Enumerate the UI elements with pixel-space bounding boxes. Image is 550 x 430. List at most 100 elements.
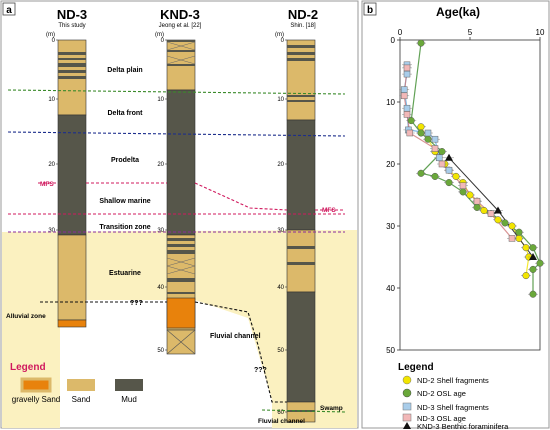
point-s0-14 (522, 272, 530, 280)
panel-a-frame (0, 0, 359, 429)
svg-text:0: 0 (52, 38, 56, 44)
panel-b-legend: Legend ND-2 Shell fragments ND-2 OSL age… (398, 362, 509, 430)
legend-marker-nd2-shell (402, 375, 412, 385)
point-s1-1 (407, 117, 415, 125)
core-nd3-title: ND-3 (57, 7, 87, 22)
legend-marker-nd3-shell (402, 402, 412, 411)
legend-nd2-shell: ND-2 Shell fragments (417, 376, 489, 385)
point-s1-13 (529, 244, 537, 252)
point-s1-11 (501, 219, 509, 227)
core-knd3-title: KND-3 (160, 7, 200, 22)
y-tick-label-0: 0 (391, 36, 396, 45)
svg-text:40: 40 (277, 285, 284, 291)
legend-marker-nd3-osl (402, 413, 412, 422)
core-nd2-source: Shin. [18] (290, 23, 316, 29)
point-s1-5 (417, 169, 425, 177)
panel-a-label-box (2, 2, 16, 16)
legend-marker-knd3-foram (403, 422, 411, 429)
svg-text:30: 30 (48, 228, 55, 234)
point-s3-3 (406, 129, 414, 137)
lower-shade (2, 300, 60, 428)
point-s3-9 (508, 235, 516, 242)
point-s0-4 (452, 172, 460, 180)
panel-a-label: a (6, 5, 12, 16)
estuarine-shade (2, 230, 357, 428)
depth-unit-knd3: (m) (155, 32, 164, 38)
legend-nd3-osl: ND-3 OSL age (417, 414, 466, 423)
point-s2-8 (445, 166, 453, 174)
legend-label-mud: Mud (121, 395, 137, 404)
legend-nd3-shell: ND-3 Shell fragments (417, 403, 489, 412)
legend-swatch-sand (67, 379, 95, 391)
plot-area: 0 5 10 0 10 20 30 40 50 (386, 28, 545, 355)
core-nd2-title: ND-2 (288, 7, 318, 22)
point-s1-8 (459, 188, 467, 196)
point-s2-7 (435, 154, 443, 162)
svg-text:30: 30 (277, 228, 284, 234)
svg-text:0: 0 (281, 38, 285, 44)
correlation-lines (7, 89, 346, 413)
alluvial-zone-label: Alluvial zone (6, 313, 46, 320)
point-s0-6 (466, 191, 474, 199)
y-tick-label-2: 20 (386, 160, 395, 169)
point-s1-0 (417, 39, 425, 47)
svg-text:50: 50 (277, 348, 284, 354)
svg-text:10: 10 (277, 97, 284, 103)
core-nd3-column: (m) 0 10 20 30 (46, 32, 87, 328)
point-s0-10 (508, 222, 516, 230)
point-s0-0 (417, 123, 425, 131)
point-s3-2 (403, 111, 411, 118)
svg-text:50: 50 (157, 348, 164, 354)
zone-delta-plain: Delta plain (107, 67, 142, 74)
point-s3-5 (438, 160, 446, 168)
svg-text:20: 20 (157, 162, 164, 168)
point-s2-5 (424, 129, 432, 137)
zone-transition: Transition zone (99, 224, 150, 231)
legend-knd3-foram: KND-3 Benthic foraminifera (417, 422, 509, 430)
point-s3-6 (459, 182, 467, 189)
zone-delta-front: Delta front (108, 110, 144, 117)
core-nd3-source: This study (58, 23, 85, 29)
point-s2-3 (403, 104, 411, 112)
point-s2-1 (403, 70, 411, 78)
unknown-label-2: ??? (254, 367, 267, 374)
point-s1-6 (431, 172, 439, 180)
y-tick-label-1: 10 (386, 98, 395, 107)
point-s3-1 (400, 92, 408, 100)
zone-prodelta: Prodelta (111, 157, 139, 164)
legend-swatch-gravelly-sand (20, 377, 52, 393)
point-s0-9 (494, 216, 502, 224)
point-s2-2 (400, 86, 408, 93)
point-s1-16 (529, 290, 537, 298)
mfs-left-label: MFS (40, 181, 54, 188)
legend-title: Legend (10, 362, 46, 373)
point-s1-15 (529, 265, 537, 273)
point-s1-12 (515, 228, 523, 236)
y-tick-label-3: 30 (386, 222, 395, 231)
legend-swatch-mud (115, 379, 143, 391)
series-line-4 (448, 157, 534, 258)
x-tick-label-0: 0 (398, 28, 403, 37)
fluvial-channel-label-1: Fluvial channel (210, 333, 261, 340)
point-s1-14 (536, 259, 544, 267)
panel-a: a ND-3 This study KND-3 Jeong et al. [22… (2, 2, 357, 428)
fluvial-channel-label-2: Fluvial channel (258, 418, 305, 425)
svg-text:60: 60 (277, 410, 284, 416)
svg-text:0: 0 (161, 38, 165, 44)
panel-b-label-box (363, 2, 377, 16)
point-s4-2 (529, 253, 537, 260)
unknown-label-1: ??? (130, 300, 143, 307)
point-s1-7 (445, 179, 453, 187)
point-s1-9 (473, 203, 481, 211)
panel-a-legend: Legend gravelly Sand Sand Mud (10, 362, 143, 404)
depth-unit-nd2: (m) (275, 32, 284, 38)
legend-marker-nd2-osl (402, 388, 412, 398)
panel-b-label: b (367, 5, 373, 16)
core-knd3-column: (m) 0 10 20 30 40 50 (155, 32, 196, 355)
point-s3-7 (473, 197, 481, 205)
svg-text:20: 20 (277, 162, 284, 168)
point-s1-4 (438, 148, 446, 156)
x-tick-label-1: 5 (468, 28, 473, 37)
svg-text:30: 30 (157, 228, 164, 234)
svg-text:40: 40 (157, 285, 164, 291)
